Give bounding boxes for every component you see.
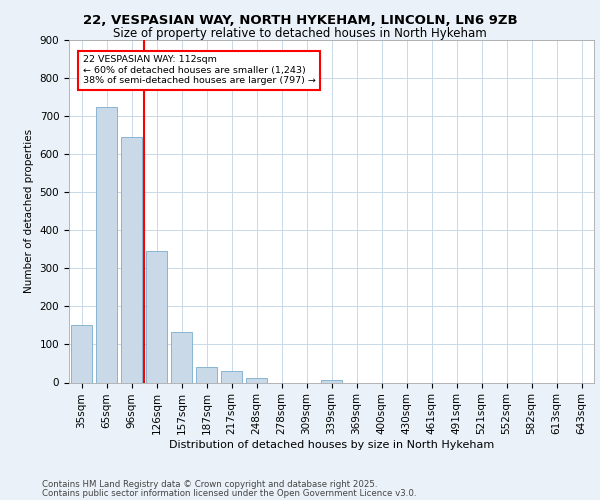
Bar — [171, 332, 192, 382]
X-axis label: Distribution of detached houses by size in North Hykeham: Distribution of detached houses by size … — [169, 440, 494, 450]
Bar — [146, 251, 167, 382]
Bar — [71, 326, 92, 382]
Text: Contains HM Land Registry data © Crown copyright and database right 2025.: Contains HM Land Registry data © Crown c… — [42, 480, 377, 489]
Text: 22 VESPASIAN WAY: 112sqm
← 60% of detached houses are smaller (1,243)
38% of sem: 22 VESPASIAN WAY: 112sqm ← 60% of detach… — [83, 55, 316, 85]
Text: Size of property relative to detached houses in North Hykeham: Size of property relative to detached ho… — [113, 28, 487, 40]
Bar — [221, 371, 242, 382]
Bar — [246, 378, 267, 382]
Bar — [196, 366, 217, 382]
Text: Contains public sector information licensed under the Open Government Licence v3: Contains public sector information licen… — [42, 489, 416, 498]
Text: 22, VESPASIAN WAY, NORTH HYKEHAM, LINCOLN, LN6 9ZB: 22, VESPASIAN WAY, NORTH HYKEHAM, LINCOL… — [83, 14, 517, 27]
Y-axis label: Number of detached properties: Number of detached properties — [24, 129, 34, 294]
Bar — [96, 106, 117, 382]
Bar — [321, 380, 342, 382]
Bar — [121, 137, 142, 382]
